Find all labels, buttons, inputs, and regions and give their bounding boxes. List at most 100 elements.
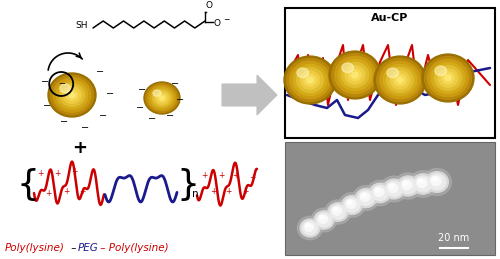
Ellipse shape — [431, 62, 465, 93]
Ellipse shape — [380, 176, 408, 202]
Ellipse shape — [332, 207, 342, 215]
Ellipse shape — [155, 92, 169, 104]
Ellipse shape — [153, 90, 161, 96]
Text: +: + — [71, 168, 77, 176]
Ellipse shape — [389, 184, 394, 188]
Text: −: − — [99, 111, 107, 121]
Ellipse shape — [435, 66, 446, 76]
Ellipse shape — [329, 51, 381, 99]
Ellipse shape — [358, 191, 374, 205]
Ellipse shape — [300, 71, 320, 89]
Ellipse shape — [148, 85, 176, 111]
Text: +: + — [218, 170, 224, 179]
Ellipse shape — [330, 205, 346, 219]
Ellipse shape — [375, 188, 380, 192]
Ellipse shape — [332, 53, 378, 97]
Ellipse shape — [320, 215, 324, 219]
FancyArrow shape — [222, 75, 277, 115]
Ellipse shape — [146, 84, 178, 112]
Ellipse shape — [418, 179, 423, 183]
Text: −: − — [58, 80, 64, 89]
Ellipse shape — [442, 72, 454, 84]
Ellipse shape — [314, 211, 334, 229]
Bar — [285, 142, 495, 255]
Text: n: n — [192, 189, 198, 199]
Ellipse shape — [428, 59, 469, 97]
Ellipse shape — [346, 200, 356, 208]
Text: −: − — [60, 117, 68, 127]
Ellipse shape — [316, 213, 332, 227]
Ellipse shape — [417, 178, 427, 188]
Ellipse shape — [374, 188, 384, 196]
Text: O: O — [214, 18, 221, 27]
Ellipse shape — [304, 223, 314, 231]
Text: −: − — [138, 85, 146, 95]
Ellipse shape — [376, 59, 424, 102]
Text: +: + — [249, 172, 255, 182]
Ellipse shape — [160, 96, 164, 100]
Ellipse shape — [432, 177, 437, 181]
Text: O: O — [206, 1, 213, 10]
Text: −: − — [43, 101, 51, 111]
Ellipse shape — [293, 64, 327, 96]
Ellipse shape — [428, 174, 446, 190]
Ellipse shape — [342, 63, 353, 73]
Ellipse shape — [284, 56, 336, 104]
Text: −: − — [148, 114, 156, 124]
Ellipse shape — [297, 68, 308, 78]
Ellipse shape — [290, 61, 331, 99]
Ellipse shape — [370, 183, 390, 203]
Ellipse shape — [158, 94, 166, 102]
Ellipse shape — [144, 82, 180, 114]
Ellipse shape — [50, 75, 94, 115]
Ellipse shape — [150, 88, 174, 109]
Ellipse shape — [342, 196, 362, 214]
Ellipse shape — [66, 90, 78, 100]
Ellipse shape — [328, 203, 348, 221]
Ellipse shape — [424, 56, 472, 99]
Ellipse shape — [352, 185, 380, 211]
Ellipse shape — [318, 215, 328, 223]
Text: +: + — [232, 171, 238, 181]
Ellipse shape — [422, 169, 452, 196]
Ellipse shape — [60, 84, 70, 93]
Ellipse shape — [69, 92, 75, 98]
Ellipse shape — [380, 61, 420, 99]
Ellipse shape — [383, 64, 417, 96]
Ellipse shape — [402, 181, 412, 190]
Ellipse shape — [352, 72, 358, 78]
Ellipse shape — [412, 174, 434, 194]
Ellipse shape — [48, 73, 96, 117]
Text: −: − — [106, 89, 114, 99]
Text: +: + — [79, 186, 85, 196]
Ellipse shape — [388, 184, 398, 192]
Ellipse shape — [431, 176, 441, 186]
Text: +: + — [210, 188, 216, 197]
Ellipse shape — [366, 180, 394, 206]
Ellipse shape — [345, 66, 365, 84]
Ellipse shape — [152, 90, 172, 106]
Text: +: + — [54, 169, 60, 177]
Ellipse shape — [434, 66, 462, 90]
Ellipse shape — [325, 200, 351, 224]
Text: PEG: PEG — [78, 243, 99, 253]
Ellipse shape — [307, 77, 313, 83]
Bar — [285, 8, 495, 138]
Ellipse shape — [349, 69, 361, 81]
Text: +: + — [37, 169, 43, 177]
Text: +: + — [201, 170, 207, 179]
Ellipse shape — [394, 74, 406, 86]
Text: −: − — [81, 123, 89, 133]
Text: +: + — [45, 190, 51, 198]
Text: +: + — [72, 139, 88, 157]
Text: −: − — [96, 67, 104, 77]
Text: −: − — [171, 79, 179, 89]
Ellipse shape — [387, 68, 398, 78]
Ellipse shape — [438, 69, 458, 87]
Ellipse shape — [383, 179, 405, 199]
Ellipse shape — [360, 193, 370, 201]
Ellipse shape — [422, 54, 474, 102]
Ellipse shape — [286, 59, 334, 102]
Text: Au-CP: Au-CP — [372, 13, 408, 23]
Ellipse shape — [414, 176, 432, 192]
